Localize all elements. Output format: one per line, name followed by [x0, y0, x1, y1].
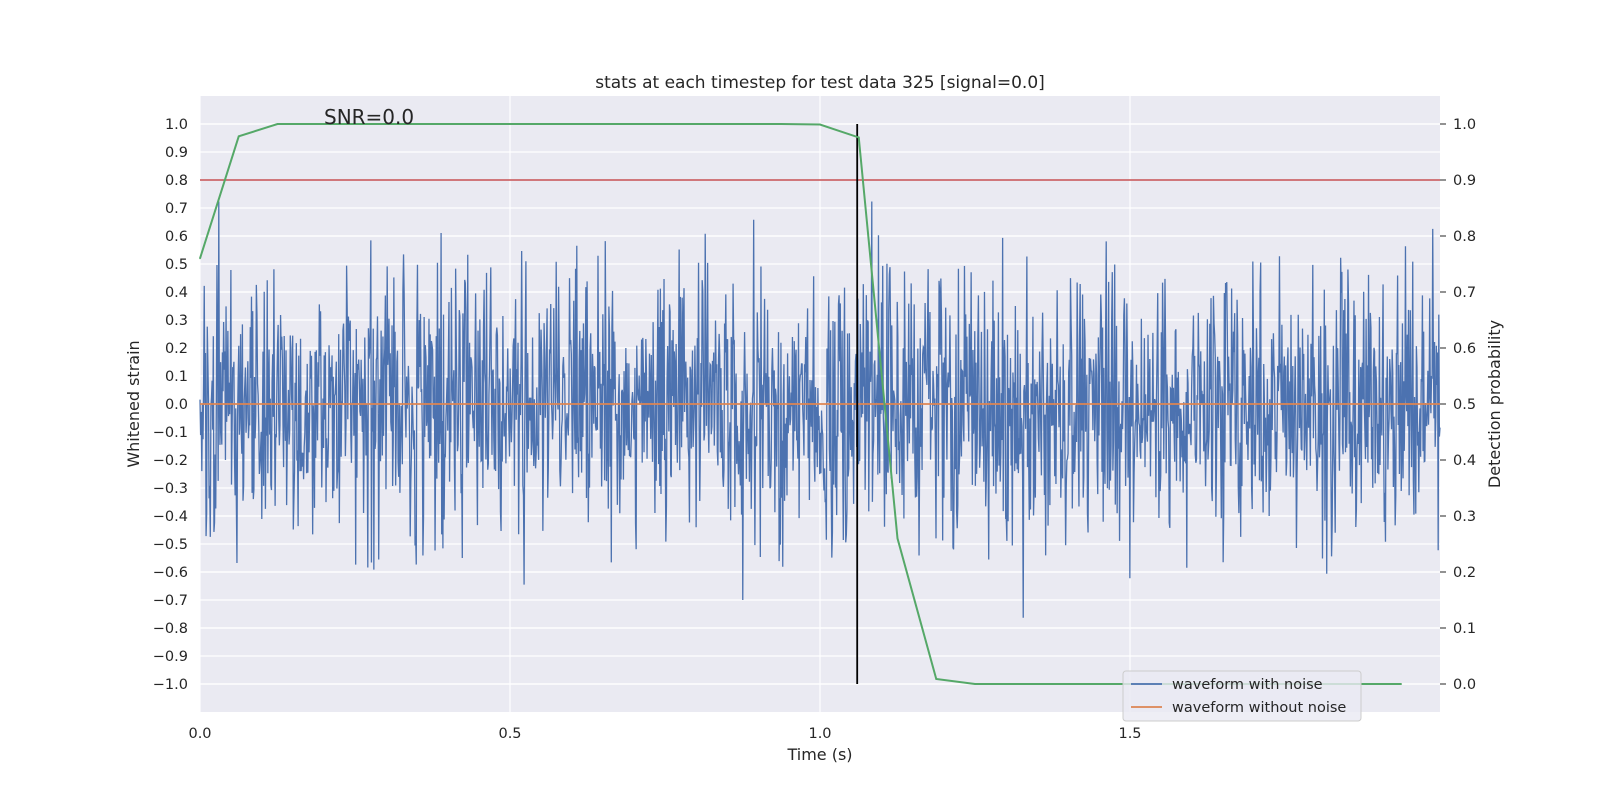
probability-point — [315, 123, 318, 125]
probability-point — [354, 123, 356, 125]
y-tick-label: 1.0 — [165, 117, 188, 133]
probability-point — [664, 123, 666, 125]
y-tick-label: −0.8 — [153, 621, 188, 637]
y-tick-label: 0.1 — [165, 369, 188, 385]
y-tick-label: −0.6 — [153, 565, 188, 581]
y-tick-label: −0.5 — [153, 537, 188, 553]
y2-tick-label: 0.5 — [1453, 397, 1476, 413]
y2-tick-label: 0.6 — [1453, 341, 1476, 357]
x-tick-label: 0.0 — [188, 726, 211, 742]
chart-title: stats at each timestep for test data 325… — [595, 73, 1045, 93]
legend: waveform with noise waveform without noi… — [1122, 670, 1362, 722]
y2-tick-label: 0.1 — [1453, 621, 1476, 637]
noise-waveform-line — [199, 201, 1441, 618]
y-tick-label: −0.3 — [153, 481, 188, 497]
probability-point — [625, 123, 628, 125]
probability-point — [974, 683, 976, 685]
y2-axis-label: Detection probability — [1485, 320, 1504, 488]
y2-tick-label: 0.8 — [1453, 229, 1476, 245]
y2-tick-label: 0.7 — [1453, 285, 1476, 301]
probability-point — [935, 678, 938, 680]
probability-point — [780, 123, 783, 125]
y2-tick-label: 0.0 — [1453, 677, 1476, 693]
y2-tick-label: 0.3 — [1453, 509, 1476, 525]
probability-point — [702, 123, 705, 125]
probability-point — [509, 123, 511, 125]
y-tick-label: 0.5 — [165, 257, 188, 273]
snr-annotation: SNR=0.0 — [324, 105, 414, 129]
y-tick-label: 0.4 — [165, 285, 188, 301]
x-axis-label: Time (s) — [786, 745, 852, 764]
probability-point — [819, 123, 821, 126]
probability-point — [741, 123, 744, 125]
y-tick-label: −0.9 — [153, 649, 188, 665]
probability-point — [896, 537, 899, 540]
y2-tick-label: 0.4 — [1453, 453, 1476, 469]
y2-tick-label: 0.2 — [1453, 565, 1476, 581]
y2-tick-label: 1.0 — [1453, 117, 1476, 133]
probability-point — [276, 123, 279, 125]
probability-point — [857, 136, 860, 139]
probability-point — [1361, 683, 1364, 685]
y-tick-label: −0.7 — [153, 593, 188, 609]
probability-point — [1012, 683, 1015, 685]
y-tick-label: 0.8 — [165, 173, 188, 189]
legend-label-noise: waveform with noise — [1172, 677, 1323, 693]
y-tick-label: 0.2 — [165, 341, 188, 357]
y-tick-label: 0.3 — [165, 313, 188, 329]
y-axis-label: Whitened strain — [124, 340, 143, 467]
probability-point — [237, 135, 240, 138]
x-tick-label: 1.0 — [808, 726, 831, 742]
probability-point — [392, 123, 395, 125]
legend-box — [1122, 670, 1362, 722]
y-tick-label: 0.9 — [165, 145, 188, 161]
probability-point — [1400, 683, 1403, 685]
y-tick-label: −0.2 — [153, 453, 188, 469]
probability-point — [431, 123, 434, 125]
probability-point — [1051, 683, 1054, 685]
probability-point — [586, 123, 589, 125]
y2-tick-label: 0.9 — [1453, 173, 1476, 189]
x-tick-label: 0.5 — [498, 726, 521, 742]
y-tick-label: −0.4 — [153, 509, 188, 525]
probability-point — [199, 257, 201, 260]
y-tick-label: −0.1 — [153, 425, 188, 441]
x-tick-label: 1.5 — [1118, 726, 1141, 742]
y-tick-label: 0.6 — [165, 229, 188, 245]
probability-point — [470, 123, 473, 125]
probability-point — [547, 123, 550, 125]
y-tick-label: 0.7 — [165, 201, 188, 217]
probability-point — [1090, 683, 1093, 685]
legend-label-clean: waveform without noise — [1172, 700, 1346, 716]
y-tick-label: 0.0 — [165, 397, 188, 413]
axes: 0.0 0.5 1.0 1.5 1.0 0.9 0.8 0.7 0.6 0.5 0.4 0.3 0.2 0… — [153, 117, 1476, 742]
y-tick-label: −1.0 — [153, 677, 188, 693]
